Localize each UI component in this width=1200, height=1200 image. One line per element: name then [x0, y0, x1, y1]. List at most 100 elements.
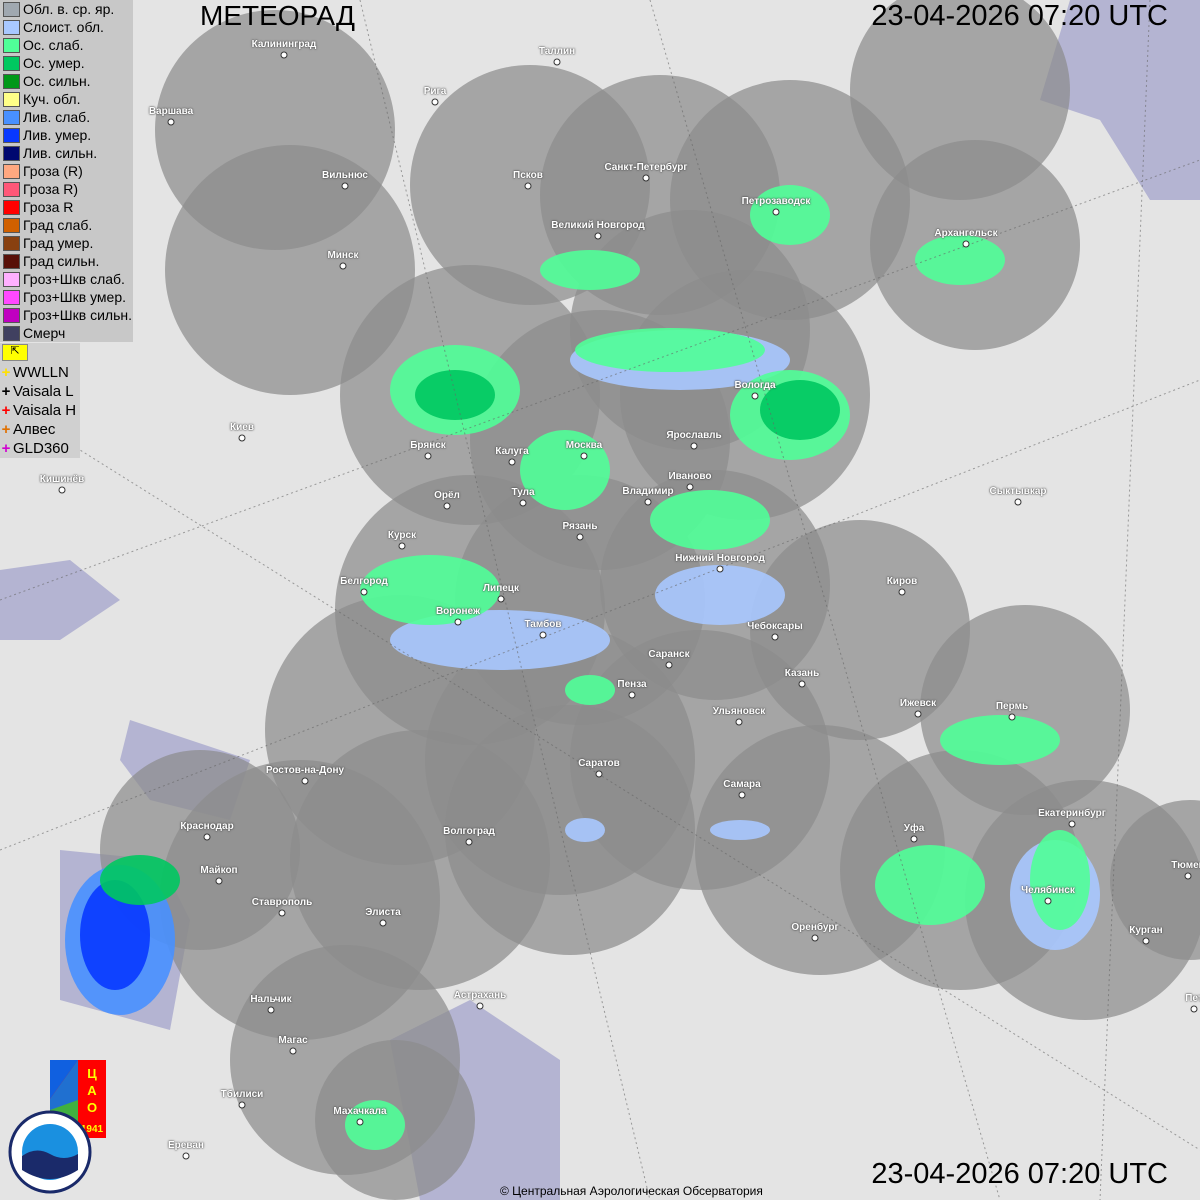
legend-label: Град умер. [23, 235, 94, 251]
city-label: Саранск [648, 649, 690, 660]
timestamp-bottom: 23-04-2026 07:20 UTC [871, 1158, 1168, 1190]
legend-label: Лив. слаб. [23, 109, 91, 125]
city-marker-icon [289, 1047, 297, 1055]
flag-icon[interactable]: ⇱ [2, 344, 28, 361]
city-marker-icon [356, 1118, 364, 1126]
city-label: Краснодар [180, 821, 234, 832]
city-marker-icon [686, 483, 694, 491]
legend-item: Куч. обл. [0, 90, 133, 108]
legend-label: Гроз+Шкв умер. [23, 289, 127, 305]
city-marker-icon [519, 499, 527, 507]
precipitation-echo [80, 880, 150, 990]
city-marker-icon [339, 262, 347, 270]
city-marker-icon [576, 533, 584, 541]
radar-coverage-area [165, 145, 415, 395]
city-label: Орёл [434, 490, 460, 501]
city-label: Рига [423, 86, 447, 97]
city-marker-icon [280, 51, 288, 59]
city-label: Иваново [668, 471, 712, 482]
city-label: Тамбов [524, 619, 562, 630]
legend-swatch [3, 127, 20, 143]
lightning-network-label: WWLLN [13, 364, 69, 381]
city-marker-icon [301, 777, 309, 785]
city-marker-icon [811, 934, 819, 942]
legend-swatch [3, 1, 20, 17]
city-marker-icon [360, 588, 368, 596]
city-label: Тула [511, 487, 535, 498]
precipitation-echo [915, 235, 1005, 285]
city-marker-icon [914, 710, 922, 718]
city-label: Курган [1129, 925, 1163, 936]
city-marker-icon [690, 442, 698, 450]
legend-label: Гроз+Шкв слаб. [23, 271, 125, 287]
legend-swatch [3, 19, 20, 35]
legend-item: Лив. сильн. [0, 144, 133, 162]
legend-label: Лив. сильн. [23, 145, 98, 161]
precipitation-echo [750, 185, 830, 245]
legend-label: Гроза (R) [23, 163, 83, 179]
city-label: Чебоксары [747, 621, 803, 632]
city-label: Ярославль [666, 430, 722, 441]
precipitation-echoes [65, 185, 1100, 1150]
legend-swatch [3, 307, 20, 323]
legend-item: Ос. умер. [0, 54, 133, 72]
city-label: Уфа [903, 823, 925, 834]
cross-icon: + [1, 364, 11, 381]
city-marker-icon [454, 618, 462, 626]
city-label: Белгород [340, 576, 388, 587]
city-label: Вильнюс [322, 170, 368, 181]
city-label: Калининград [251, 39, 317, 50]
legend-item: Гроза (R) [0, 162, 133, 180]
city-label: Казань [784, 668, 820, 679]
city-label: Таллин [538, 46, 576, 57]
city-label: Москва [565, 440, 603, 451]
city-label: Нальчик [250, 994, 292, 1005]
city-marker-icon [167, 118, 175, 126]
precipitation-echo [390, 610, 610, 670]
svg-text:О: О [87, 1100, 97, 1115]
city-marker-icon [716, 565, 724, 573]
precipitation-echo [650, 490, 770, 550]
legend-label: Куч. обл. [23, 91, 81, 107]
legend-swatch [3, 271, 20, 287]
legend-label: Обл. в. ср. яр. [23, 1, 115, 17]
legend-label: Ос. умер. [23, 55, 85, 71]
legend-label: Ос. сильн. [23, 73, 91, 89]
city-marker-icon [476, 1002, 484, 1010]
city-label: Махачкала [333, 1106, 387, 1117]
city-label: Калуга [495, 446, 529, 457]
city-label: Ижевск [899, 698, 937, 709]
city-marker-icon [238, 1101, 246, 1109]
legend-item: Гроз+Шкв умер. [0, 288, 133, 306]
lightning-network-item: + Vaisala H [0, 401, 80, 420]
city-label: Вологда [734, 380, 776, 391]
legend-item: Гроз+Шкв сильн. [0, 306, 133, 324]
legend-item: Обл. в. ср. яр. [0, 0, 133, 18]
legend-item: Лив. умер. [0, 126, 133, 144]
svg-text:Ц: Ц [87, 1066, 97, 1081]
copyright: © Центральная Аэрологическая Обсерватори… [500, 1184, 763, 1198]
city-marker-icon [594, 232, 602, 240]
city-label: Варшава [148, 106, 194, 117]
city-label: Саратов [578, 758, 620, 769]
legend-swatch [3, 37, 20, 53]
city-label: Санкт-Петербург [604, 162, 688, 173]
cross-icon: + [1, 383, 11, 400]
city-marker-icon [1142, 937, 1150, 945]
legend-swatch [3, 73, 20, 89]
precipitation-echo [575, 328, 765, 372]
precipitation-echo [875, 845, 985, 925]
city-marker-icon [424, 452, 432, 460]
city-marker-icon [1068, 820, 1076, 828]
city-marker-icon [1190, 1005, 1198, 1013]
city-label: Ставрополь [251, 897, 313, 908]
city-label: Киров [886, 576, 918, 587]
city-label: Владимир [622, 486, 674, 497]
legend-item: Град умер. [0, 234, 133, 252]
legend-swatch [3, 181, 20, 197]
city-label: Екатеринбург [1038, 808, 1106, 819]
legend-label: Смерч [23, 325, 66, 341]
lightning-network-label: Vaisala L [13, 383, 74, 400]
precipitation-echo [520, 430, 610, 510]
